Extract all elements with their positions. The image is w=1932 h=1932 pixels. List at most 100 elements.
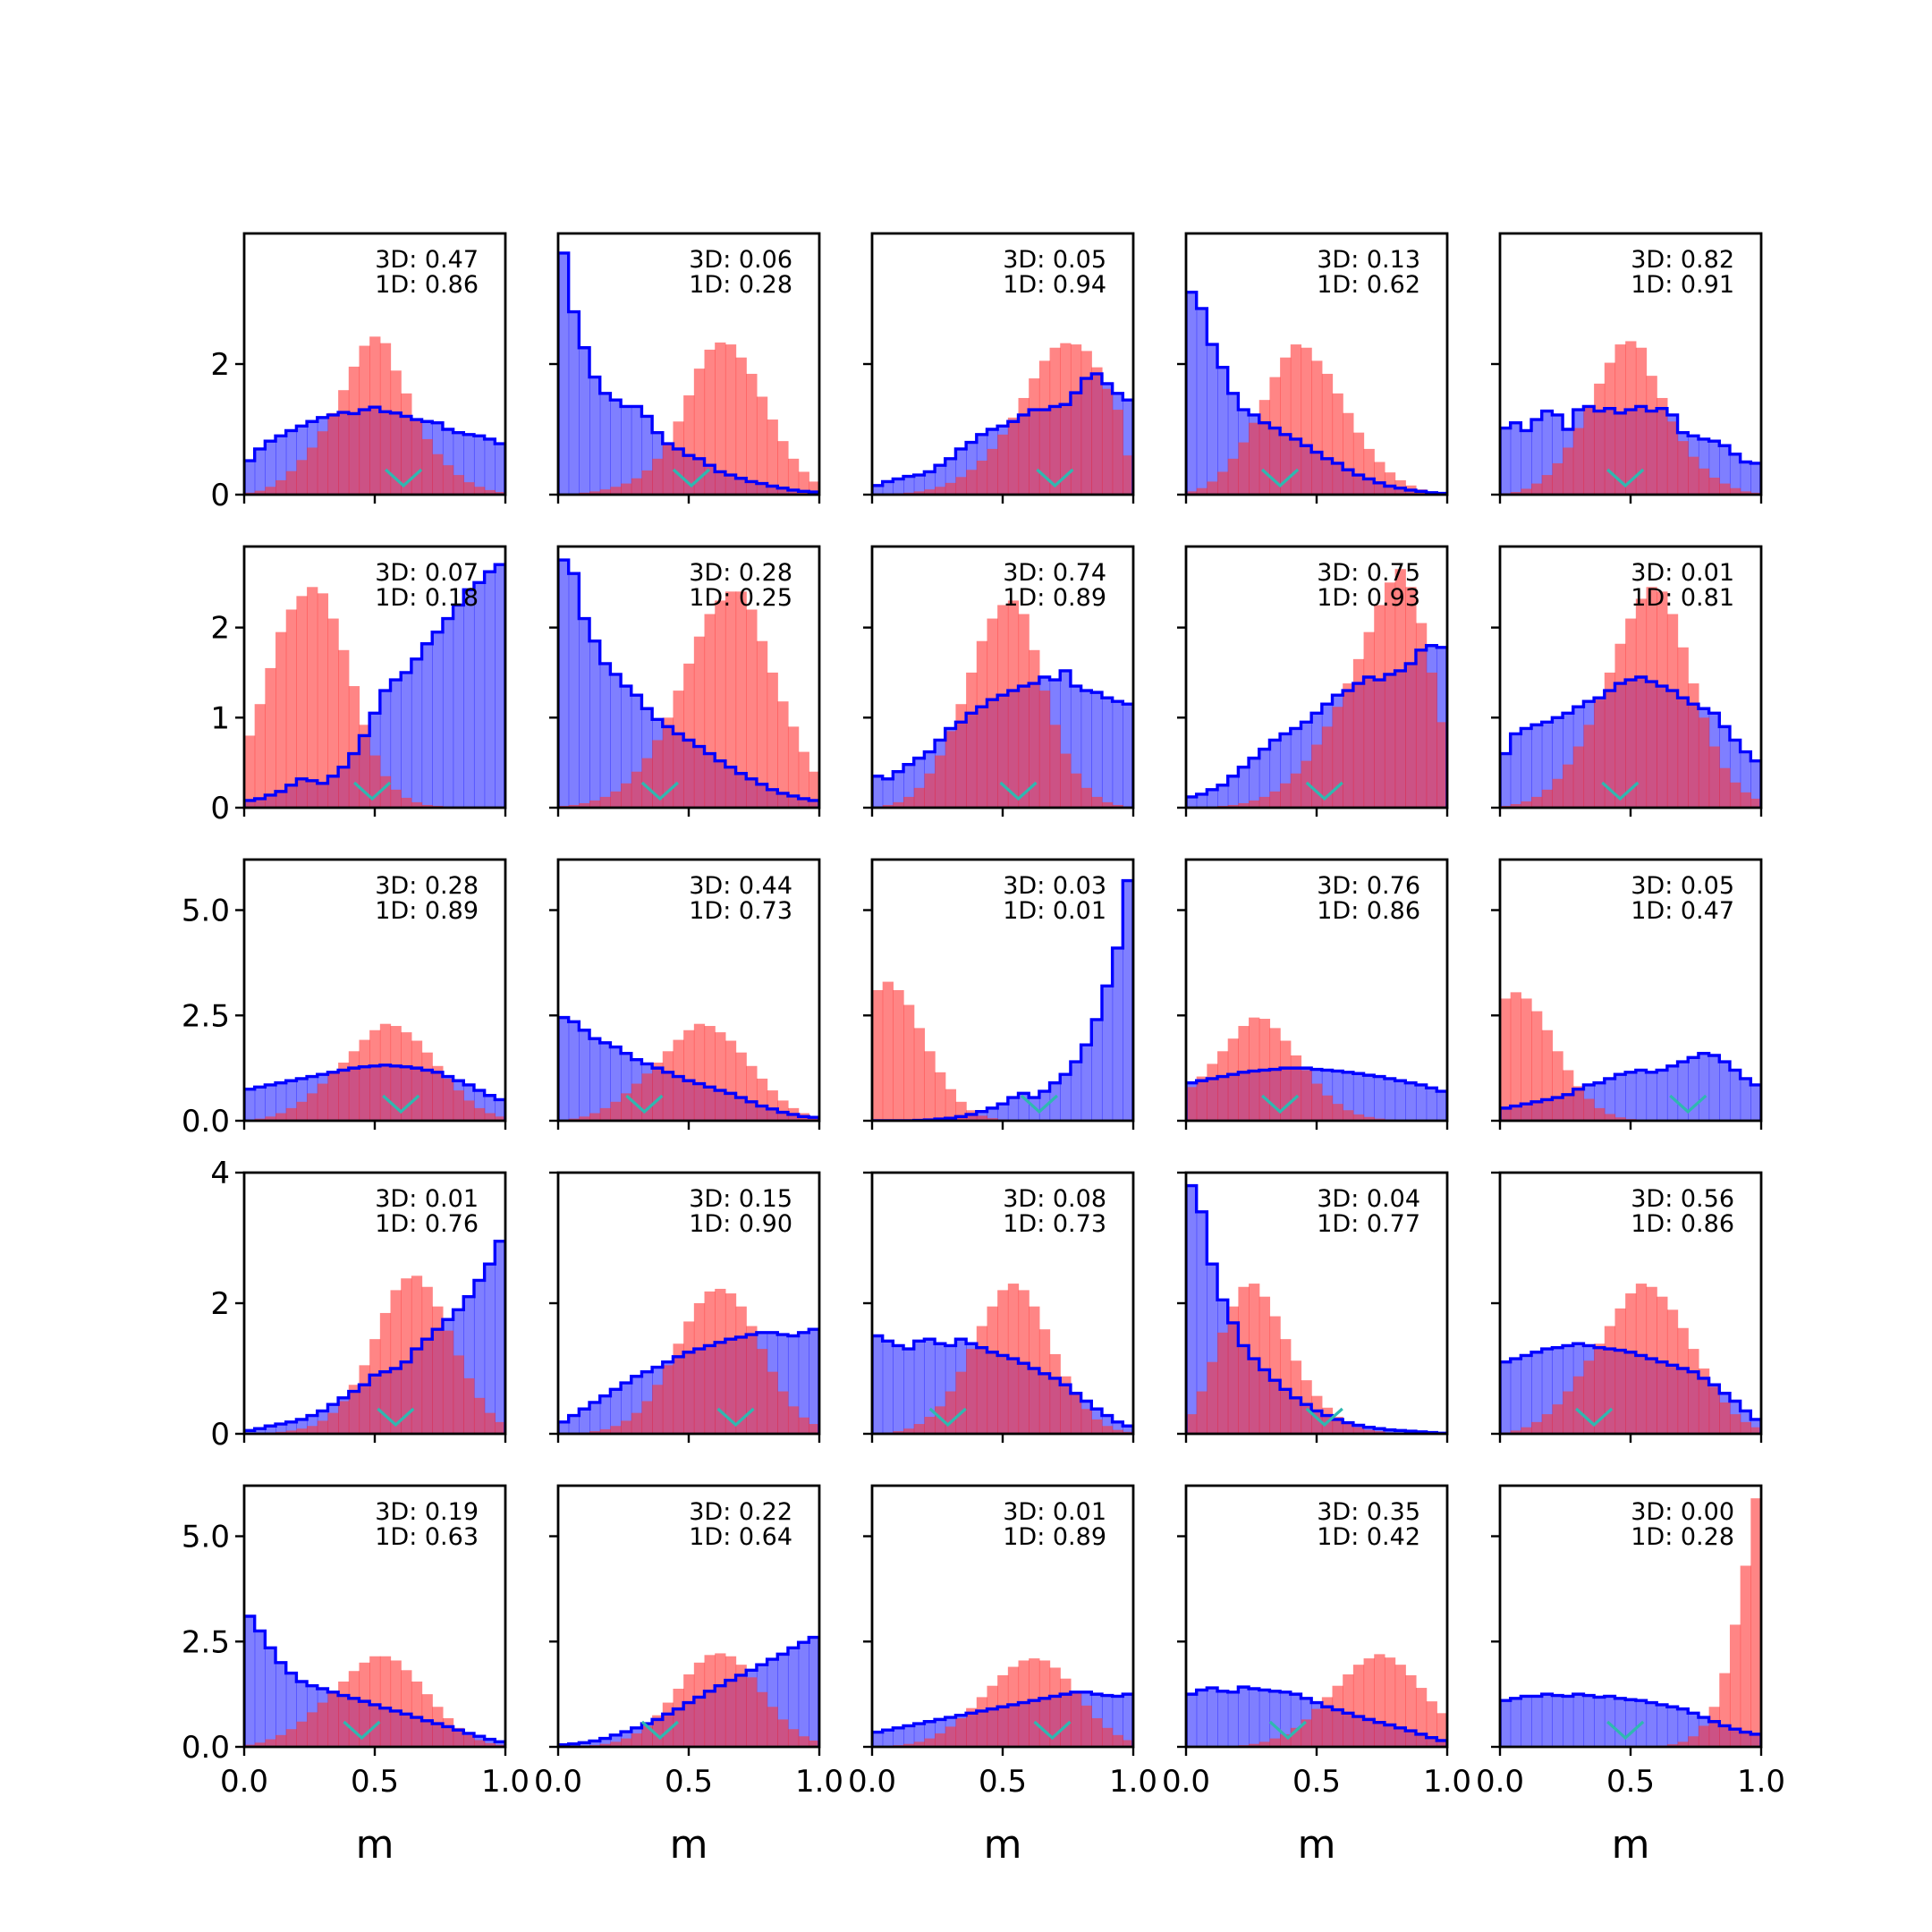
red-bar: [1594, 1343, 1606, 1434]
blue-bar: [1500, 428, 1512, 495]
y-tick-label: 1: [210, 700, 230, 736]
red-bar: [987, 1118, 998, 1121]
blue-bar: [1625, 1699, 1637, 1747]
blue-bar: [1415, 1084, 1428, 1121]
red-bar: [317, 1702, 329, 1747]
y-tick-label: 2: [210, 1286, 230, 1322]
red-bar: [1091, 1419, 1103, 1434]
red-bar: [421, 1052, 433, 1121]
red-bar: [463, 482, 475, 495]
red-bar: [1405, 1674, 1417, 1747]
red-bar: [1572, 1376, 1585, 1434]
x-tick-label: 1.0: [1737, 1764, 1785, 1800]
red-bar: [1531, 483, 1543, 495]
label-1d: 1D: 0.89: [1003, 584, 1106, 612]
red-bar: [1635, 1284, 1648, 1434]
red-bar: [1729, 1624, 1741, 1747]
blue-bar: [1217, 784, 1229, 808]
red-bar: [610, 791, 622, 808]
blue-bar: [1646, 1702, 1657, 1747]
red-bar: [1666, 614, 1679, 808]
red-bar: [673, 691, 684, 808]
red-bar: [348, 366, 360, 495]
red-bar: [1207, 481, 1218, 495]
blue-bar: [589, 377, 601, 495]
red-bar: [1563, 447, 1574, 495]
label-3d: 3D: 0.05: [1003, 246, 1106, 274]
red-bar: [693, 1662, 706, 1747]
red-bar: [1677, 441, 1689, 495]
red-bar: [1677, 1741, 1689, 1747]
blue-step-line: [558, 1015, 819, 1121]
red-bar: [715, 1653, 726, 1747]
red-bar: [1018, 614, 1030, 808]
blue-bar: [1436, 1091, 1447, 1121]
blue-bar: [1060, 1074, 1072, 1121]
red-bar: [704, 1655, 716, 1747]
red-bar: [1332, 1417, 1343, 1434]
red-bar: [715, 342, 726, 495]
red-bar: [872, 990, 884, 1121]
x-tick-label: 1.0: [795, 1764, 843, 1800]
red-bar: [798, 751, 809, 808]
plot-area: [244, 1614, 505, 1747]
blue-bar: [1384, 1429, 1396, 1434]
red-bar: [338, 649, 350, 808]
blue-bar: [893, 1345, 904, 1434]
marker-v-icon: [640, 1720, 679, 1741]
red-bar: [401, 1670, 412, 1747]
red-bar: [1657, 591, 1668, 808]
blue-bar: [1500, 753, 1512, 808]
red-bar: [652, 740, 664, 808]
red-bar: [924, 1738, 936, 1747]
blue-bar: [1007, 1097, 1020, 1121]
red-bar: [1719, 1673, 1731, 1747]
blue-bar: [1196, 308, 1208, 495]
red-bar: [359, 1365, 370, 1434]
blue-bar: [1729, 1070, 1741, 1121]
label-3d: 3D: 0.47: [375, 246, 479, 274]
blue-step-line: [1500, 404, 1761, 495]
red-bar: [662, 717, 674, 808]
red-bar: [997, 1674, 1009, 1747]
label-3d: 3D: 0.19: [375, 1498, 479, 1526]
blue-step-line: [872, 669, 1133, 808]
blue-bar: [1594, 1697, 1606, 1747]
red-bar: [1269, 791, 1281, 808]
blue-bar: [1186, 1694, 1198, 1747]
blue-bar: [1238, 1687, 1250, 1747]
red-bar: [1604, 362, 1616, 495]
red-bar: [913, 1741, 925, 1747]
blue-bar: [473, 436, 486, 495]
red-bar: [285, 609, 297, 808]
red-bar: [1583, 724, 1595, 808]
red-bar: [976, 1326, 988, 1434]
red-bar: [463, 1734, 475, 1747]
red-bar: [589, 800, 601, 808]
plot-area: [244, 1239, 505, 1434]
red-bar: [724, 591, 737, 808]
red-bar: [327, 1073, 339, 1121]
red-bar: [589, 491, 601, 495]
blue-bar: [903, 476, 915, 495]
blue-bar: [809, 1637, 819, 1747]
plot-area: [872, 600, 1133, 808]
red-bar: [756, 396, 768, 495]
red-bar: [735, 591, 747, 808]
red-bar: [390, 370, 402, 495]
red-bar: [1374, 1654, 1385, 1747]
red-bar: [265, 1739, 276, 1747]
blue-bar: [1708, 1055, 1720, 1121]
red-bar: [724, 1293, 737, 1434]
red-bar: [307, 447, 318, 495]
blue-bar: [1500, 1361, 1512, 1434]
red-bar: [369, 1030, 381, 1121]
red-bar: [379, 343, 392, 495]
red-bar: [1227, 1306, 1239, 1434]
red-bar: [369, 1656, 381, 1747]
red-bar: [798, 1736, 809, 1747]
red-bar: [1698, 717, 1710, 808]
plot-area: [1500, 992, 1761, 1121]
